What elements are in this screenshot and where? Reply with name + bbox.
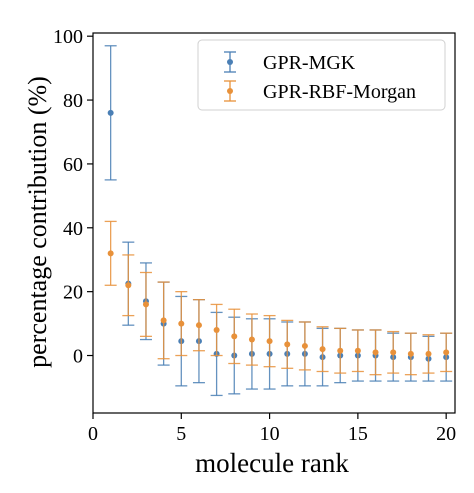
legend-marker [227,88,233,94]
data-point [443,349,450,356]
legend-label: GPR-MGK [263,52,356,74]
y-axis-label: percentage contribution (%) [23,76,52,368]
legend: GPR-MGK GPR-RBF-Morgan [197,39,446,111]
legend-marker [227,59,233,65]
legend-label: GPR-RBF-Morgan [263,81,416,103]
x-tick-label: 15 [348,423,368,445]
data-point [160,317,167,324]
axes: 0 5 10 15 20 0 20 40 60 80 100 [53,26,456,445]
y-tick-label: 60 [63,154,83,176]
y-tick-label: 40 [63,218,83,240]
y-tick-label: 0 [73,346,83,368]
data-point [142,301,149,308]
x-tick-label: 20 [436,423,456,445]
data-point [266,338,273,345]
data-point [407,350,414,357]
data-point [284,341,291,348]
series-2 [104,220,453,376]
data-point [107,250,114,257]
data-point [390,349,397,356]
data-point [248,336,255,343]
data-point [337,347,344,354]
legend-box [197,39,446,111]
x-tick-label: 10 [260,423,280,445]
data-point [425,350,432,357]
data-point [301,342,308,349]
y-tick-label: 80 [63,90,83,112]
plot-frame [92,32,456,414]
legend-entry-1: GPR-MGK [224,51,356,74]
y-tick-label: 100 [53,26,83,48]
plot-area [104,45,453,397]
data-point [178,320,185,327]
data-point [354,347,361,354]
data-point [213,326,220,333]
data-point [107,109,114,116]
data-point [319,346,326,353]
data-point [195,322,202,329]
x-tick-label: 0 [88,423,98,445]
x-tick-label: 5 [176,423,186,445]
data-point [231,333,238,340]
x-axis-label: molecule rank [195,448,349,478]
data-point [372,349,379,356]
y-tick-label: 20 [63,282,83,304]
legend-entry-2: GPR-RBF-Morgan [224,80,416,103]
data-point [125,282,132,289]
